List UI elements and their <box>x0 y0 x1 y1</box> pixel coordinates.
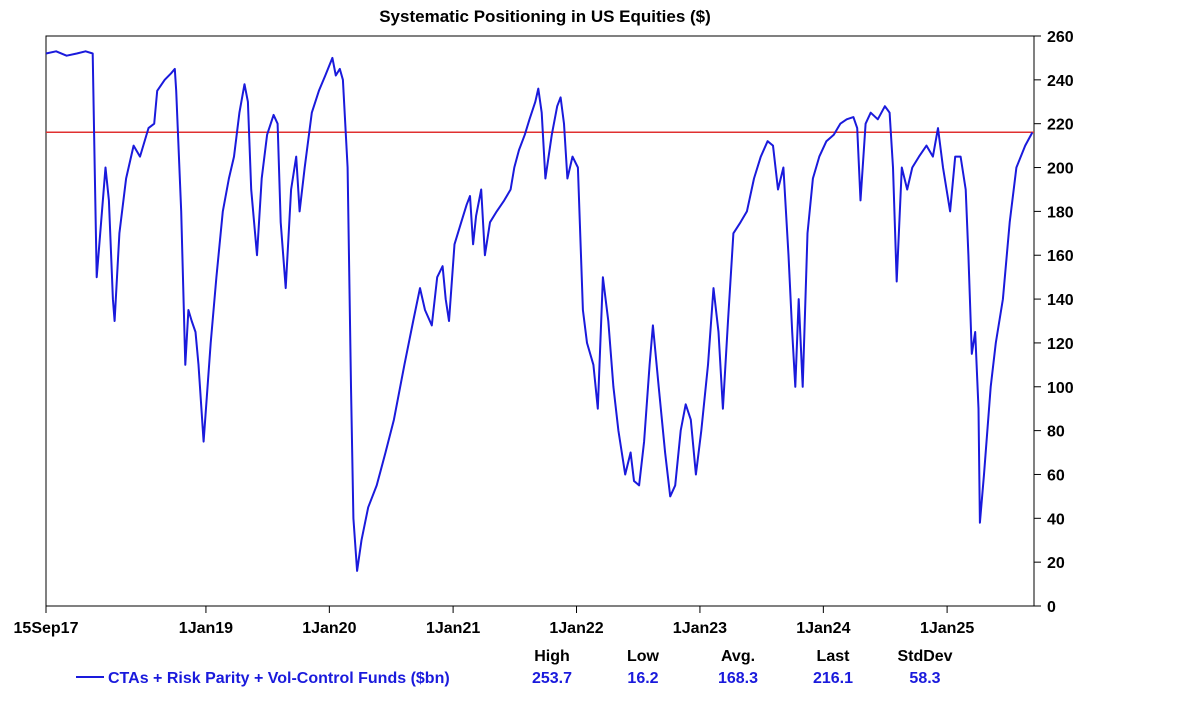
y-tick-label: 260 <box>1047 29 1074 46</box>
stat-header: Avg. <box>721 648 755 665</box>
y-tick-label: 200 <box>1047 161 1074 178</box>
x-tick-label: 1Jan21 <box>426 620 480 637</box>
y-tick-label: 20 <box>1047 555 1065 572</box>
chart-title: Systematic Positioning in US Equities ($… <box>379 7 711 26</box>
y-tick-label: 160 <box>1047 248 1074 265</box>
stat-value: 168.3 <box>718 670 758 687</box>
y-tick-label: 40 <box>1047 511 1065 528</box>
y-tick-label: 100 <box>1047 380 1074 397</box>
y-tick-label: 80 <box>1047 424 1065 441</box>
series-group <box>45 50 1034 572</box>
y-axis: 0 20 40 60 80 100 120 140 160 180 200 220 240 260 <box>1034 29 1074 616</box>
x-tick-label: 1Jan20 <box>302 620 356 637</box>
legend-label: CTAs + Risk Parity + Vol-Control Funds (… <box>108 670 450 687</box>
x-tick-label: 15Sep17 <box>14 620 79 637</box>
y-tick-label: 0 <box>1047 599 1056 616</box>
stat-value: 16.2 <box>627 670 658 687</box>
x-tick-label: 1Jan19 <box>179 620 233 637</box>
y-tick-label: 220 <box>1047 117 1074 134</box>
x-axis: 15Sep17 1Jan19 1Jan20 1Jan21 1Jan22 1Jan23 1Ja… <box>14 606 974 637</box>
legend: CTAs + Risk Parity + Vol-Control Funds (… <box>76 648 953 687</box>
stat-value: 253.7 <box>532 670 572 687</box>
stat-header: High <box>534 648 570 665</box>
stat-header: Low <box>627 648 660 665</box>
x-tick-label: 1Jan25 <box>920 620 974 637</box>
y-tick-label: 60 <box>1047 467 1065 484</box>
x-tick-label: 1Jan22 <box>549 620 603 637</box>
x-tick-label: 1Jan24 <box>796 620 850 637</box>
stat-value: 58.3 <box>909 670 940 687</box>
y-tick-label: 140 <box>1047 292 1074 309</box>
y-tick-label: 180 <box>1047 204 1074 221</box>
stat-value: 216.1 <box>813 670 853 687</box>
x-tick-label: 1Jan23 <box>673 620 727 637</box>
plot-area <box>45 35 1035 607</box>
y-tick-label: 120 <box>1047 336 1074 353</box>
y-tick-label: 240 <box>1047 73 1074 90</box>
stat-header: StdDev <box>897 648 952 665</box>
stat-header: Last <box>817 648 851 665</box>
series-line <box>45 50 1034 572</box>
